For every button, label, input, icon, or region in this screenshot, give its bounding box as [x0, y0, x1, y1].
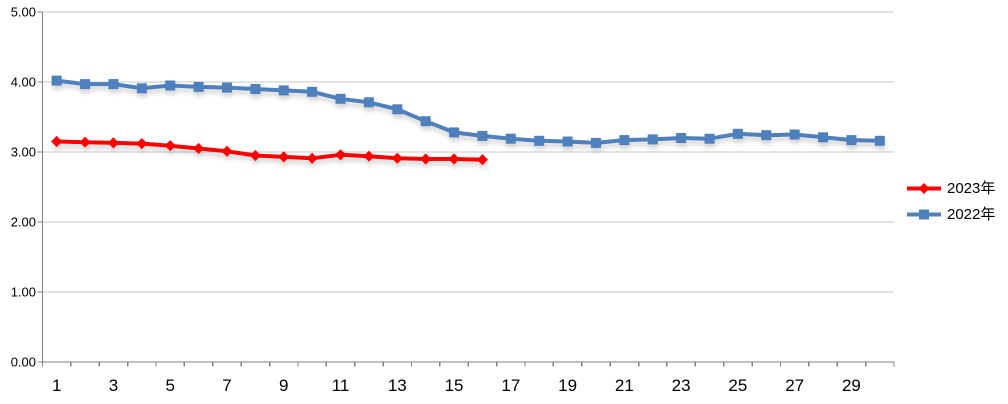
legend-label-2022: 2022年 — [947, 205, 996, 223]
svg-text:29: 29 — [842, 376, 861, 395]
data-point-marker — [476, 154, 489, 166]
data-point-marker — [477, 130, 488, 141]
data-point-marker — [420, 116, 431, 127]
series-markers — [51, 135, 489, 166]
svg-text:5.00: 5.00 — [11, 5, 36, 20]
series-2023年 — [51, 135, 489, 166]
data-point-marker — [80, 79, 91, 90]
data-point-marker — [51, 75, 62, 86]
series-markers — [51, 75, 885, 148]
y-gridlines — [42, 11, 894, 293]
data-point-marker — [250, 84, 261, 94]
data-point-marker — [278, 151, 290, 163]
series-line — [56, 78, 880, 145]
data-point-marker — [534, 135, 545, 146]
svg-text:3.00: 3.00 — [11, 145, 36, 160]
data-point-marker — [391, 152, 403, 164]
data-point-marker — [874, 135, 885, 146]
data-point-marker — [307, 86, 318, 97]
data-point-marker — [448, 153, 460, 165]
svg-text:0.00: 0.00 — [11, 355, 36, 370]
legend-key-2023-icon — [907, 182, 941, 194]
data-point-marker — [249, 149, 261, 162]
series-line — [56, 139, 483, 162]
data-point-marker — [51, 135, 63, 148]
data-point-marker — [221, 145, 233, 157]
svg-text:9: 9 — [279, 376, 288, 395]
data-point-marker — [136, 138, 148, 150]
data-point-marker — [193, 142, 205, 155]
data-point-marker — [562, 136, 573, 147]
data-point-marker — [647, 134, 658, 145]
data-point-marker — [704, 133, 715, 144]
svg-text:27: 27 — [785, 376, 804, 395]
data-point-marker — [818, 132, 829, 143]
legend-item-2022: 2022年 — [906, 201, 995, 227]
axes — [37, 11, 895, 367]
data-point-marker — [363, 150, 375, 162]
svg-text:17: 17 — [501, 376, 520, 395]
svg-text:19: 19 — [558, 376, 577, 395]
svg-text:21: 21 — [615, 376, 634, 395]
svg-text:4.00: 4.00 — [11, 75, 36, 90]
legend-key-2022-icon — [907, 209, 941, 219]
data-point-marker — [789, 129, 800, 140]
data-point-marker — [107, 137, 120, 149]
legend: 2023年 2022年 — [906, 175, 995, 227]
data-point-marker — [136, 83, 147, 94]
svg-text:1.00: 1.00 — [11, 285, 36, 300]
svg-text:11: 11 — [332, 376, 350, 395]
svg-text:1: 1 — [52, 376, 61, 395]
y-axis-labels: 0.00 1.00 2.00 3.00 4.00 5.00 — [11, 5, 36, 370]
data-point-marker — [335, 93, 346, 104]
data-point-marker — [334, 149, 347, 161]
svg-text:3: 3 — [109, 376, 118, 395]
x-axis-labels: 1 3 5 7 9 11 13 15 17 19 21 23 25 27 29 — [52, 376, 861, 395]
data-point-marker — [619, 135, 630, 146]
data-point-marker — [221, 82, 232, 93]
data-point-marker — [761, 130, 772, 141]
data-point-marker — [392, 104, 403, 115]
data-point-marker — [449, 127, 460, 138]
data-point-marker — [79, 136, 91, 148]
data-point-marker — [505, 133, 516, 144]
data-point-marker — [420, 153, 432, 165]
svg-text:5: 5 — [165, 376, 174, 395]
series-2022年 — [51, 75, 885, 148]
svg-text:25: 25 — [728, 376, 747, 395]
data-point-marker — [676, 133, 687, 143]
data-point-marker — [164, 140, 176, 152]
legend-label-2023: 2023年 — [947, 179, 996, 197]
svg-text:15: 15 — [445, 376, 464, 395]
data-point-marker — [732, 128, 743, 139]
data-point-marker — [278, 85, 289, 96]
data-point-marker — [108, 79, 119, 90]
svg-text:7: 7 — [222, 376, 231, 395]
data-point-marker — [306, 152, 318, 164]
svg-text:13: 13 — [388, 376, 407, 395]
data-point-marker — [363, 97, 374, 108]
data-point-marker — [846, 135, 857, 146]
data-point-marker — [590, 137, 601, 148]
svg-text:2.00: 2.00 — [11, 215, 36, 230]
legend-item-2023: 2023年 — [906, 175, 995, 201]
data-point-marker — [165, 80, 176, 91]
svg-text:23: 23 — [672, 376, 691, 395]
data-point-marker — [193, 81, 204, 92]
